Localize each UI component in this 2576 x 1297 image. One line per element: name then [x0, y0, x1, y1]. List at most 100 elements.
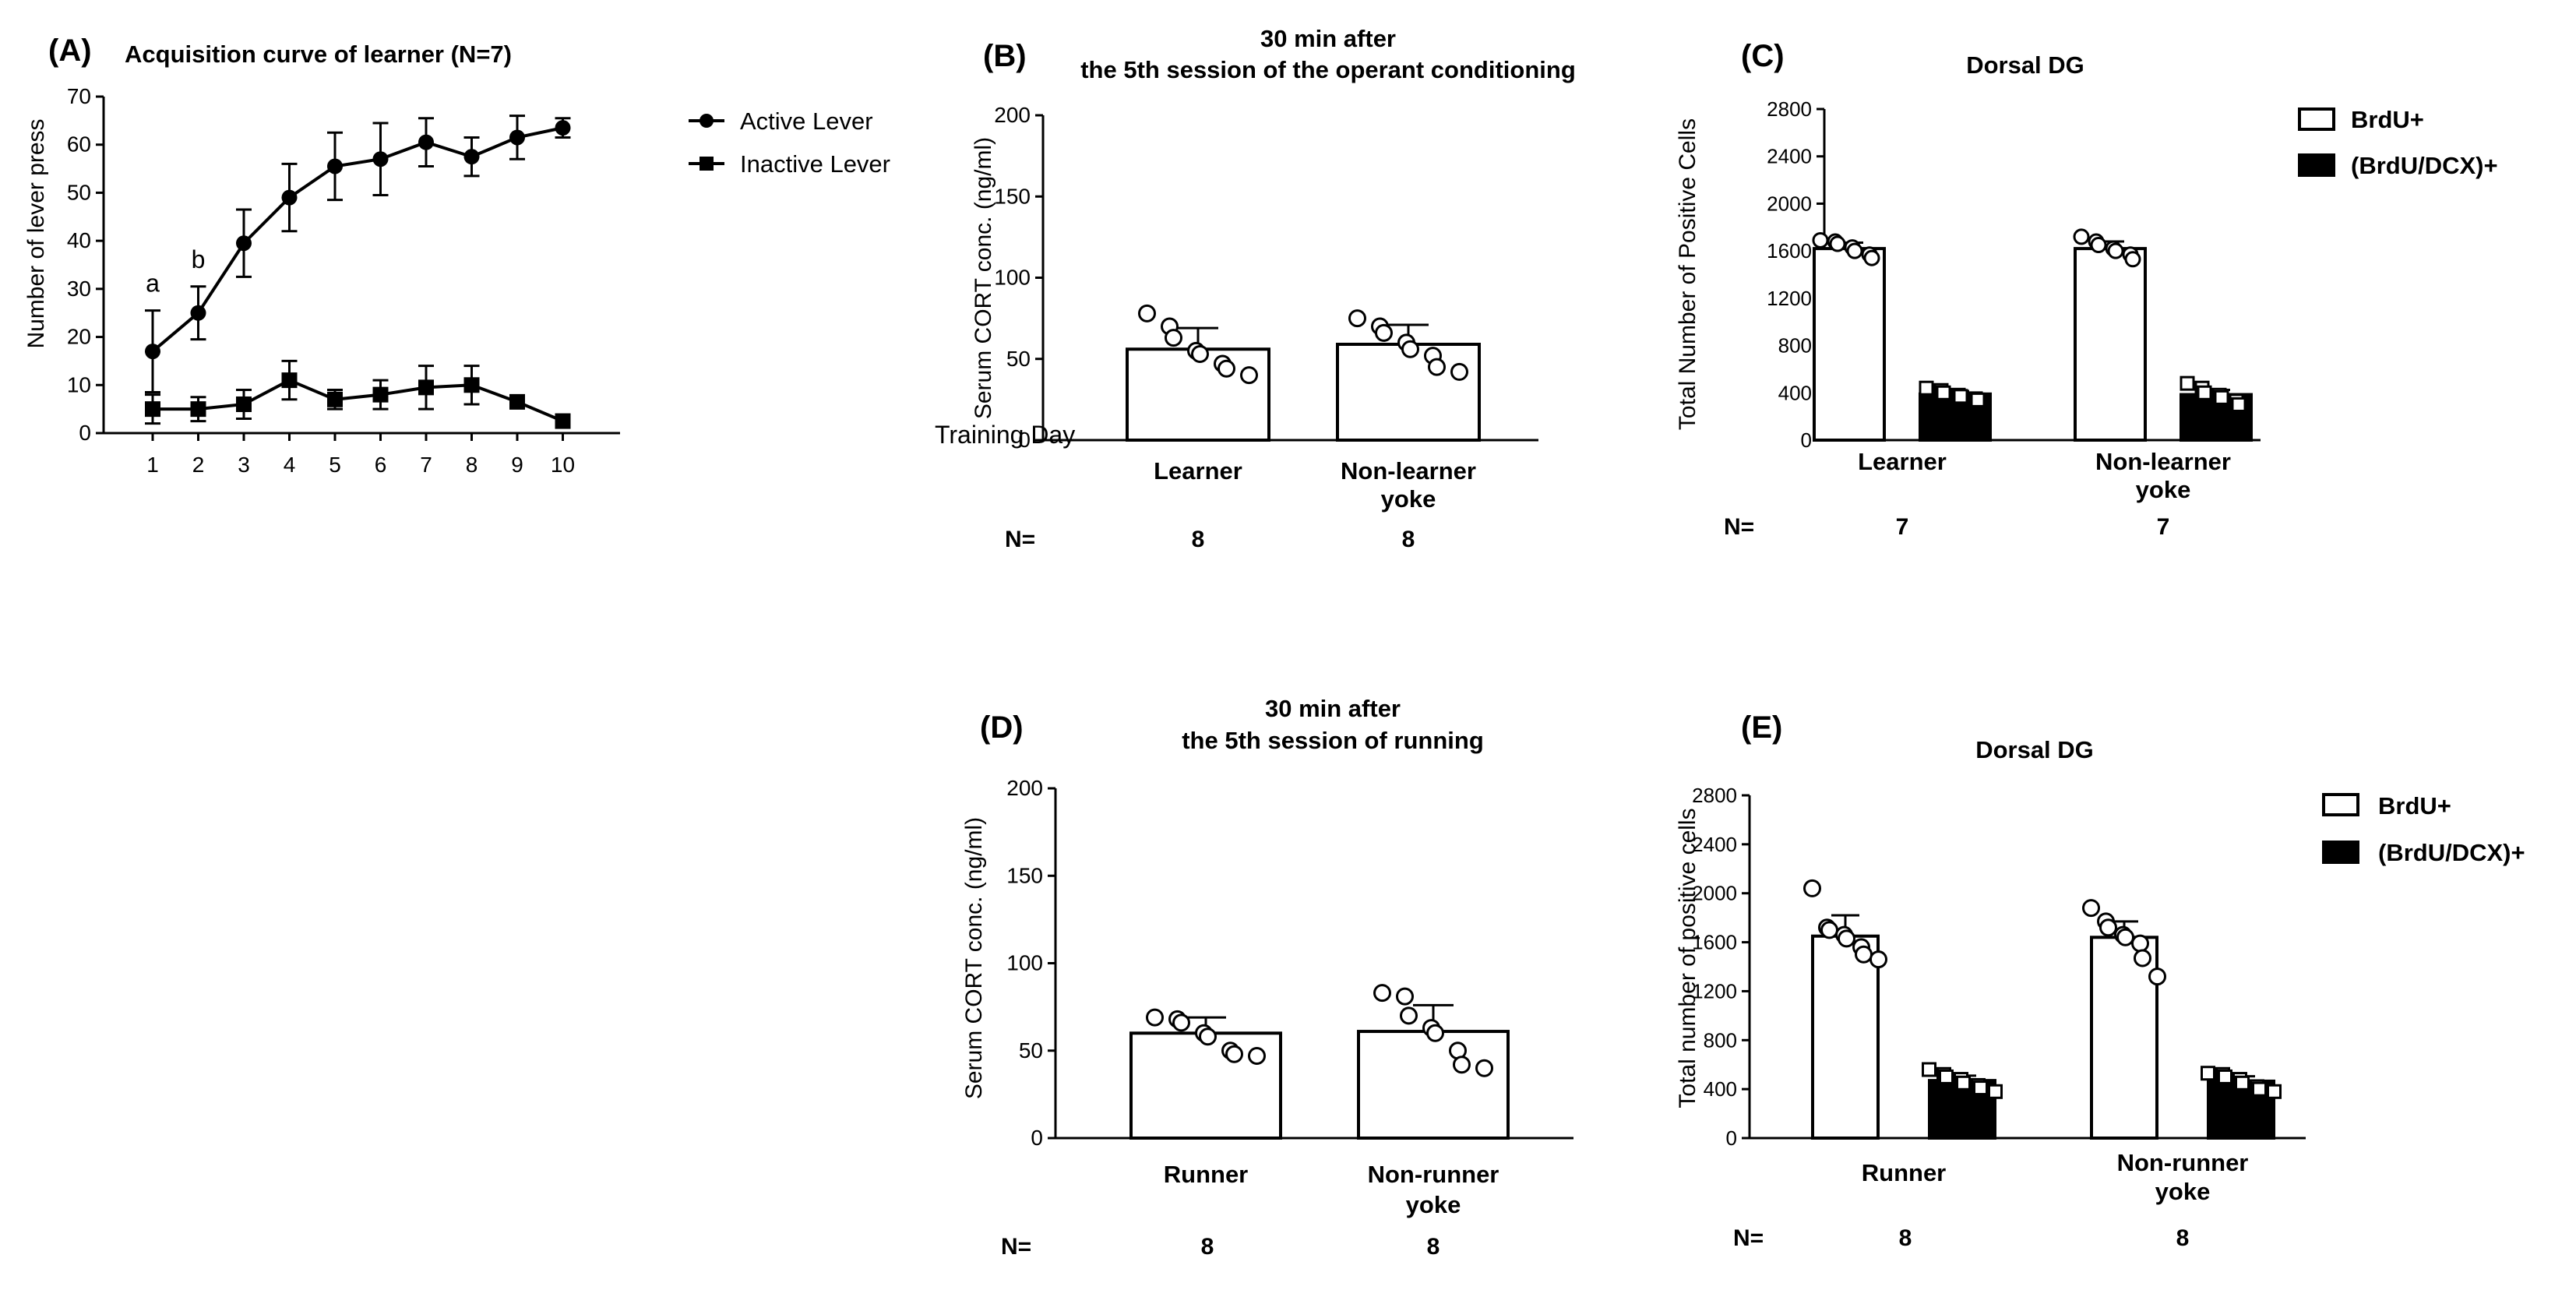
panel-e-n-non-runner: 8: [2176, 1225, 2190, 1251]
legend-active-label: Active Lever: [740, 107, 873, 135]
panel-e: (E) Dorsal DG Total number of positive c…: [1675, 710, 2525, 1251]
panel-b-category-non-learner: Non-learner: [1341, 457, 1476, 485]
panel-d-category-runner: Runner: [1164, 1161, 1249, 1188]
panel-d-marks: [1129, 984, 1510, 1140]
y-tick-label: 0: [1726, 1126, 1737, 1150]
data-point: [1165, 329, 1182, 347]
data-point: [1428, 358, 1446, 376]
brdu-data-point: [2107, 242, 2124, 259]
brdu-dcx-data-point: [1988, 1084, 2003, 1099]
y-tick-label: 0: [79, 421, 91, 445]
data-point: [1248, 1046, 1266, 1065]
data-point: [1218, 359, 1235, 378]
x-tick-label: 2: [192, 453, 205, 477]
x-tick-label: 3: [238, 453, 250, 477]
panel-e-legend: BrdU+ (BrdU/DCX)+: [2322, 792, 2525, 866]
panel-c: (C) Dorsal DG Total Number of Positive C…: [1675, 39, 2498, 540]
brdu-dcx-data-point: [2235, 1075, 2250, 1091]
brdu-data-point: [1838, 929, 1855, 948]
brdu-data-point: [2099, 918, 2117, 937]
y-tick-label: 400: [1778, 381, 1812, 404]
panel-b-y-axis-label: Serum CORT conc. (ng/ml): [971, 137, 996, 419]
data-point: [1138, 304, 1156, 322]
panel-a-annotation-b: b: [192, 245, 206, 273]
panel-c-title: Dorsal DG: [1966, 51, 2084, 79]
inactive-lever-point: [190, 401, 206, 418]
brdu-data-point: [2090, 237, 2107, 254]
data-point: [1191, 344, 1209, 363]
panel-c-n-label: N=: [1724, 514, 1754, 540]
brdu-dcx-data-point: [1973, 1080, 1988, 1096]
brdu-bar: [1811, 934, 1880, 1140]
brdu-bar: [1813, 247, 1886, 442]
data-point: [1375, 323, 1393, 342]
panel-d-n-runner: 8: [1201, 1234, 1214, 1260]
panel-c-category-non-learner: Non-learner: [2095, 448, 2231, 475]
panel-d: (D) 30 min after the 5th session of runn…: [961, 695, 1573, 1260]
panel-d-title-line-2: the 5th session of running: [1182, 727, 1484, 754]
legend-brdu-label: BrdU+: [2378, 792, 2451, 819]
active-lever-point: [509, 129, 525, 146]
panel-a: (A) Acquisition curve of learner (N=7) N…: [23, 33, 1075, 477]
active-lever-point: [327, 158, 343, 174]
panel-d-category-non-runner: Non-runner: [1368, 1161, 1499, 1188]
data-point: [1348, 309, 1366, 328]
panel-c-category-yoke: yoke: [2136, 476, 2191, 503]
active-lever-point: [236, 235, 252, 252]
y-tick-label: 50: [1006, 347, 1031, 371]
y-tick-label: 2000: [1692, 882, 1737, 905]
legend-inactive-label: Inactive Lever: [740, 150, 890, 178]
panel-a-legend: Active Lever Inactive Lever: [689, 107, 890, 178]
data-point: [1453, 1056, 1471, 1074]
y-tick-label: 100: [1006, 951, 1043, 975]
x-tick-label: 5: [329, 453, 341, 477]
legend-inactive-marker: [700, 157, 714, 171]
panel-e-n-label: N=: [1733, 1225, 1764, 1251]
panel-c-marks: [1812, 228, 2253, 442]
panel-d-label: (D): [980, 710, 1024, 745]
brdu-dcx-data-point: [2180, 375, 2195, 391]
brdu-data-point: [1863, 249, 1880, 266]
panel-b-title-line-2: the 5th session of the operant condition…: [1080, 56, 1576, 83]
inactive-lever-point: [145, 401, 160, 418]
panel-e-category-non-runner: Non-runner: [2117, 1149, 2249, 1176]
bar: [1357, 1030, 1510, 1140]
y-tick-label: 1600: [1767, 239, 1812, 263]
y-tick-label: 2800: [1692, 784, 1737, 807]
panel-e-y-axis-label: Total number of positive cells: [1675, 808, 1700, 1108]
y-tick-label: 70: [67, 84, 91, 108]
brdu-data-point: [2082, 899, 2100, 918]
y-tick-label: 1200: [1767, 287, 1812, 310]
inactive-lever-point: [372, 386, 389, 403]
active-lever-point: [418, 134, 434, 150]
panel-b-n-label: N=: [1005, 527, 1035, 552]
brdu-dcx-data-point: [1919, 380, 1934, 396]
brdu-data-point: [1829, 235, 1846, 252]
y-tick-label: 2000: [1767, 192, 1812, 215]
active-lever-point: [463, 149, 480, 165]
active-lever-point: [555, 120, 571, 136]
inactive-lever-point: [281, 372, 298, 389]
y-tick-label: 50: [67, 180, 91, 204]
brdu-dcx-data-point: [2201, 1066, 2215, 1081]
brdu-data-point: [1803, 879, 1821, 897]
y-tick-label: 20: [67, 325, 91, 349]
y-tick-label: 2400: [1692, 833, 1737, 856]
active-lever-point: [281, 189, 298, 206]
y-tick-label: 200: [1006, 776, 1043, 800]
active-lever-point: [372, 151, 389, 167]
y-tick-label: 800: [1778, 334, 1812, 358]
panel-c-label: (C): [1741, 39, 1785, 73]
active-lever-point: [145, 344, 160, 360]
data-point: [1400, 1006, 1418, 1025]
inactive-lever-point: [463, 377, 480, 393]
legend-brdu-dcx-swatch: [2298, 153, 2335, 177]
brdu-dcx-data-point: [2252, 1081, 2267, 1097]
panel-a-annotation-a: a: [146, 270, 160, 298]
brdu-dcx-data-point: [1956, 1075, 1971, 1091]
brdu-data-point: [2131, 934, 2149, 953]
inactive-lever-point: [509, 393, 525, 410]
brdu-dcx-data-point: [2197, 385, 2212, 400]
brdu-data-point: [1812, 231, 1829, 248]
